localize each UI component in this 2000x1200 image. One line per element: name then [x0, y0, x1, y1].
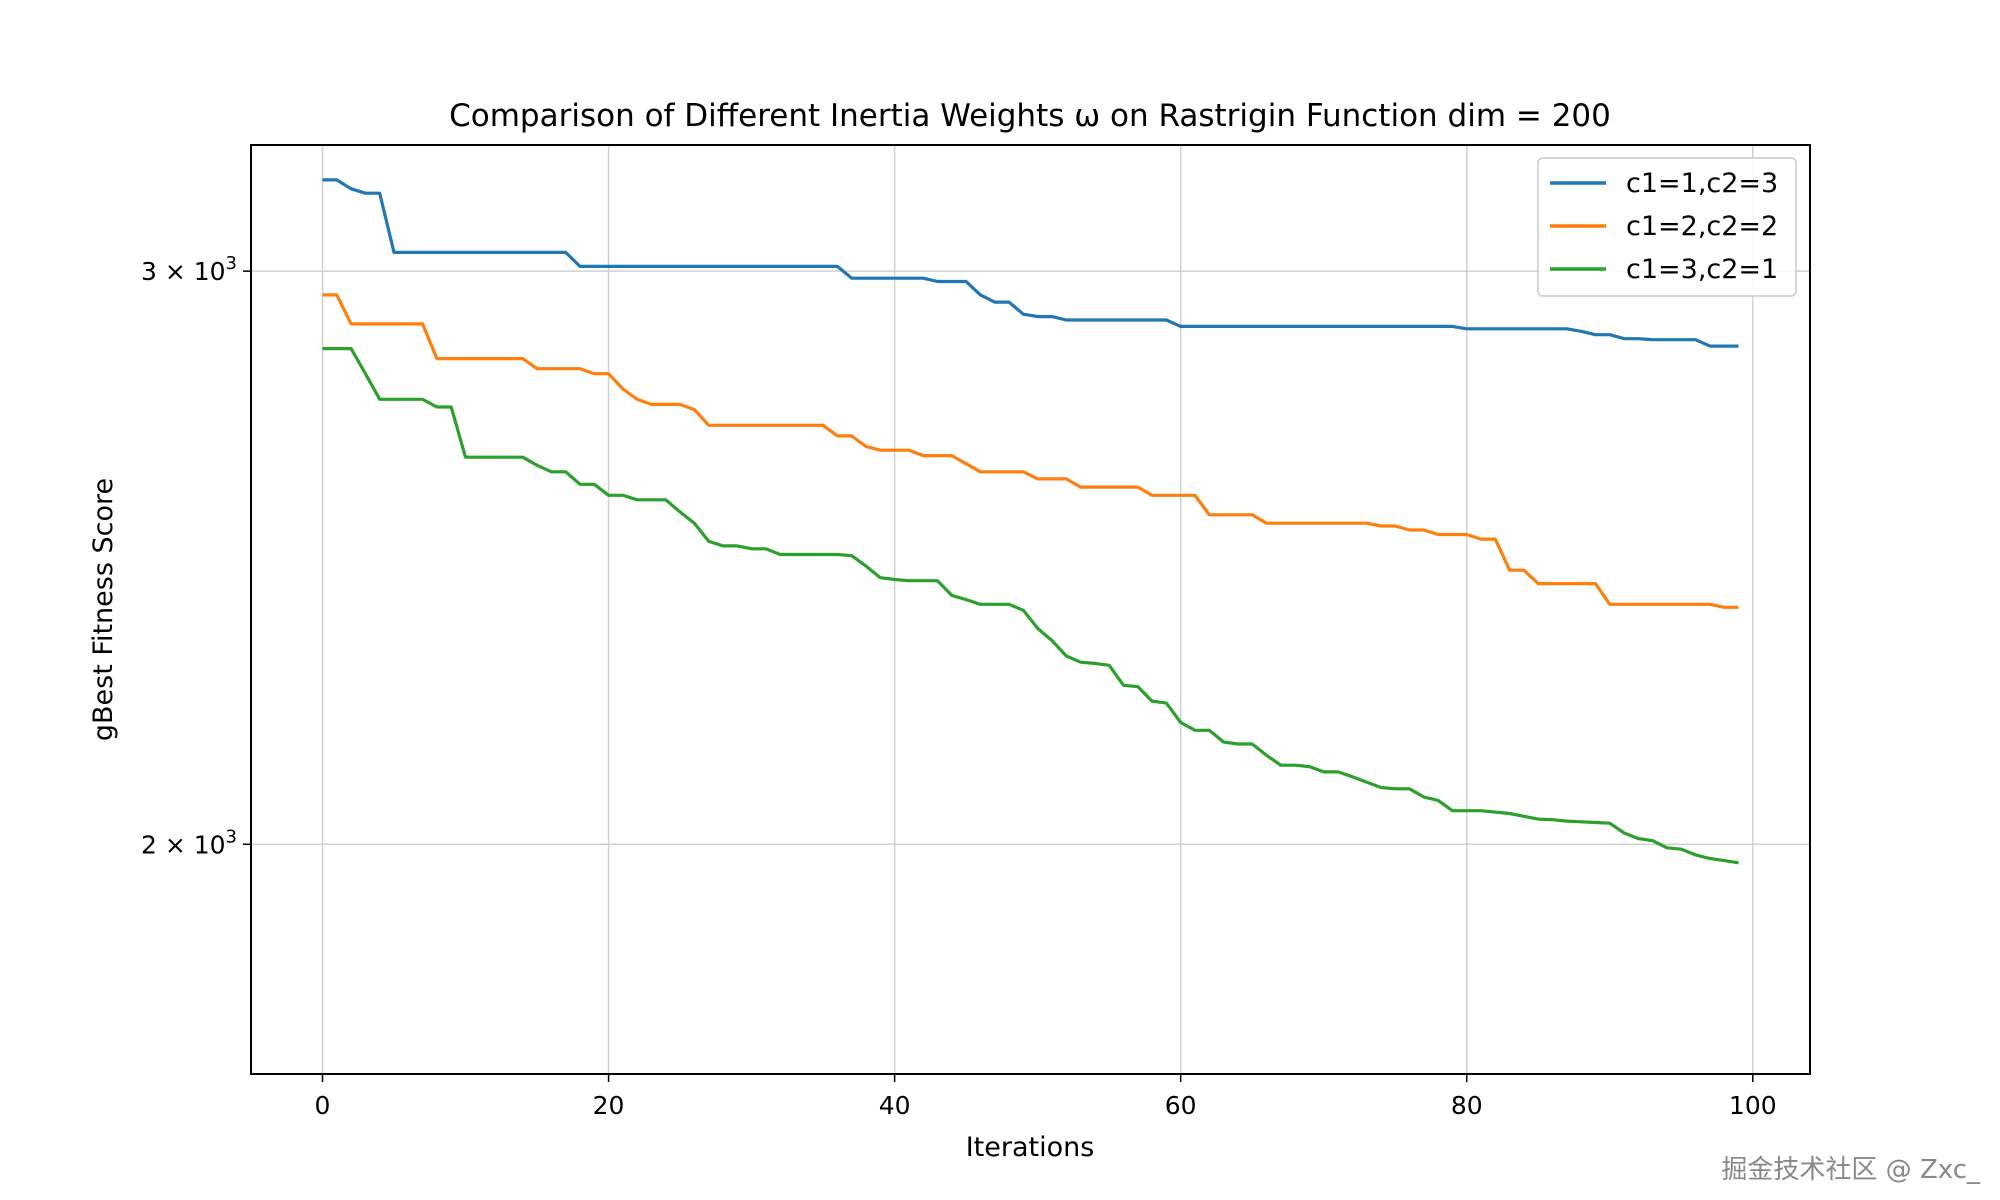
legend-label: c1=3,c2=1	[1626, 254, 1778, 285]
y-tick-label: 3 × 103	[141, 253, 237, 286]
y-tick-label: 2 × 103	[141, 826, 237, 859]
legend: c1=1,c2=3 c1=2,c2=2 c1=3,c2=1	[1537, 157, 1797, 297]
x-axis-ticks: 0 20 40 60 80 100	[315, 1074, 1777, 1120]
x-tick-label: 80	[1451, 1091, 1483, 1120]
series-line-2	[322, 293, 1739, 609]
y-axis-label: gBest Fitness Score	[88, 478, 119, 741]
x-axis-label: Iterations	[966, 1132, 1095, 1163]
x-tick-label: 20	[593, 1091, 625, 1120]
series-lines	[322, 178, 1739, 865]
series-line-1	[322, 178, 1739, 348]
x-tick-label: 100	[1729, 1091, 1777, 1120]
plot-area-frame	[250, 144, 1811, 1075]
watermark-text: 掘金技术社区 @ Zxc_	[1721, 1155, 1980, 1185]
legend-box	[1537, 157, 1797, 297]
x-tick-label: 60	[1165, 1091, 1197, 1120]
legend-label: c1=1,c2=3	[1626, 168, 1778, 199]
series-line-3	[322, 347, 1739, 865]
y-axis-ticks: 2 × 103 3 × 103	[141, 253, 251, 859]
x-tick-label: 0	[315, 1091, 331, 1120]
x-tick-label: 40	[879, 1091, 911, 1120]
chart-title: Comparison of Different Inertia Weights …	[449, 98, 1611, 134]
grid-lines	[251, 145, 1810, 1074]
legend-label: c1=2,c2=2	[1626, 211, 1778, 242]
